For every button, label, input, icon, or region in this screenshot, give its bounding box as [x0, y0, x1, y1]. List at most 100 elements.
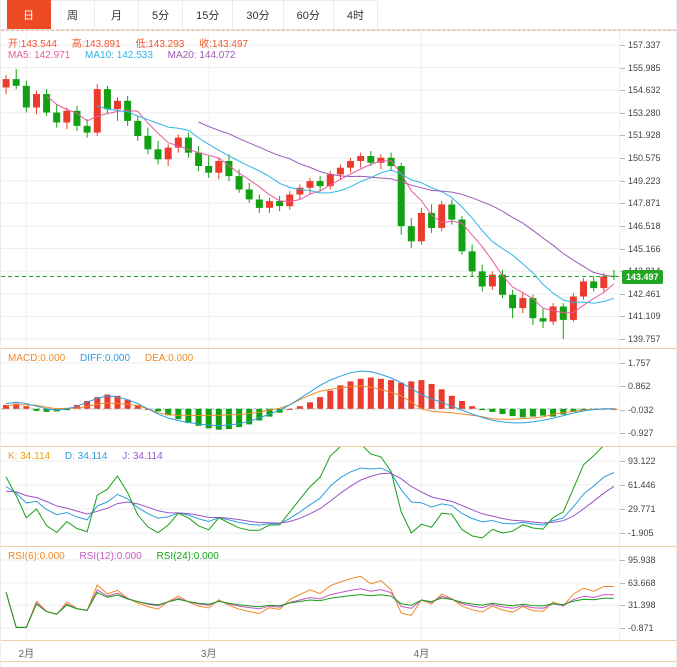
tab-30分[interactable]: 30分	[233, 0, 284, 29]
rsi12-line	[5, 588, 614, 628]
axis-tick-mark	[620, 248, 625, 250]
k-line	[5, 467, 615, 526]
axis-tick-mark	[620, 293, 625, 295]
grid-lines	[1, 31, 619, 348]
j-line	[5, 447, 603, 539]
tab-15分[interactable]: 15分	[183, 0, 234, 29]
diff-line	[6, 370, 614, 427]
toolbar-tabs: 日周月 5分 15分 30分 60分 4时	[7, 0, 378, 29]
macd-histogram	[3, 377, 617, 430]
axis-tick-mark	[620, 45, 625, 46]
ohlc-low: 低:143.293	[135, 39, 185, 50]
axis-tick-label: -0.871	[628, 623, 654, 633]
axis-tick-label: 157.337	[628, 40, 661, 50]
toolbar: 日周月 5分 15分 30分 60分 4时	[1, 0, 676, 30]
axis-tick-label: 149.223	[628, 175, 661, 186]
axis-tick-label: 1.757	[628, 358, 651, 368]
axis-tick-mark	[620, 203, 625, 205]
kdj-svg	[1, 447, 619, 546]
tab-60分[interactable]: 60分	[283, 0, 334, 29]
axis-tick-label: 93.122	[628, 456, 656, 466]
axis-tick-mark	[620, 316, 625, 318]
axis-tick-mark	[620, 180, 625, 182]
axis-tick-label: -0.927	[628, 428, 654, 438]
rsi6-label: RSI(6):0.000	[8, 551, 65, 562]
axis-tick-label: 153.280	[628, 107, 661, 118]
ma-row: MA5: 142.971 MA10: 142.533 MA20: 144.072	[8, 50, 247, 61]
month-label: 3月	[200, 649, 217, 660]
axis-tick-label: 147.871	[628, 198, 661, 209]
axis-tick-label: 151.928	[628, 130, 661, 141]
axis-tick-label: 154.632	[628, 85, 661, 96]
rsi12-label: RSI(12):0.000	[79, 551, 142, 562]
grid-lines	[1, 349, 619, 446]
d-label: D: 34.114	[64, 451, 108, 462]
ma20-label: MA20: 144.072	[167, 50, 236, 61]
axis-tick-mark	[620, 90, 625, 92]
candlestick-svg	[1, 31, 619, 348]
ma5-line	[46, 95, 615, 314]
axis-tick-mark	[620, 135, 625, 137]
rsi-svg	[1, 547, 619, 640]
ma20-line	[198, 121, 615, 278]
ma10-line	[97, 105, 615, 304]
rsi-plot[interactable]	[1, 547, 619, 640]
rsi6-line	[5, 575, 614, 628]
d-line	[6, 472, 615, 524]
axis-tick-mark	[620, 386, 625, 388]
kdj-row: K: 34.114 D: 34.114 J: 34.114	[8, 451, 175, 462]
macd-axis: 1.757 0.862 -0.032 -0.927	[619, 349, 676, 446]
x-axis-months: 2月 3月 4月	[1, 640, 676, 662]
tab-日[interactable]: 日	[7, 0, 51, 29]
axis-tick-label: 142.461	[628, 288, 661, 299]
main-chart-panel: 143.497 157.337 155.985 154.632 153.280 151.…	[1, 30, 676, 348]
axis-tick-label: 139.757	[628, 334, 661, 344]
axis-tick-mark	[620, 582, 625, 584]
axis-tick-mark	[620, 560, 625, 561]
tab-周[interactable]: 周	[51, 0, 95, 29]
ohlc-open: 开:143.544	[8, 39, 57, 50]
axis-tick-mark	[620, 225, 625, 227]
diff-label: DIFF:0.000	[80, 353, 131, 364]
ma10-label: MA10: 142.533	[85, 50, 153, 61]
axis-tick-mark	[620, 508, 625, 510]
dea-label: DEA:0.000	[144, 353, 194, 364]
axis-tick-label: 0.862	[628, 381, 651, 392]
tab-5分[interactable]: 5分	[139, 0, 184, 29]
kdj-axis: 93.122 61.446 29.771 -1.905	[619, 447, 676, 546]
tab-月[interactable]: 月	[95, 0, 139, 29]
rsi24-label: RSI(24):0.000	[156, 551, 219, 562]
current-price-badge: 143.497	[622, 269, 663, 284]
axis-tick-mark	[620, 158, 625, 160]
axis-tick-label: -0.032	[628, 404, 654, 415]
j-label: J: 34.114	[122, 451, 163, 462]
axis-tick-label: 145.166	[628, 243, 661, 254]
ohlc-close: 收:143.497	[199, 39, 249, 50]
tab-4时[interactable]: 4时	[333, 0, 378, 29]
axis-tick-mark	[620, 461, 625, 462]
axis-tick-label: 95.938	[628, 555, 656, 565]
macd-plot[interactable]	[1, 349, 619, 446]
rsi-row: RSI(6):0.000 RSI(12):0.000 RSI(24):0.000	[8, 551, 231, 562]
axis-tick-label: 155.985	[628, 62, 661, 73]
dea-line	[6, 385, 614, 420]
macd-label: MACD:0.000	[8, 353, 66, 364]
axis-tick-mark	[620, 363, 625, 364]
axis-tick-label: 61.446	[628, 480, 656, 490]
axis-tick-mark	[620, 605, 625, 607]
macd-svg	[1, 349, 619, 446]
month-label: 2月	[18, 649, 35, 660]
rsi24-line	[5, 591, 614, 628]
macd-panel: 1.757 0.862 -0.032 -0.927 MACD:0.000 DIFF:0…	[1, 348, 676, 446]
rsi-panel: 95.938 63.668 31.398 -0.871 RSI(6):0.000 RS…	[1, 546, 676, 640]
main-price-axis: 143.497 157.337 155.985 154.632 153.280 151.…	[619, 31, 676, 348]
grid-lines	[1, 547, 619, 640]
rsi-axis: 95.938 63.668 31.398 -0.871	[619, 547, 676, 640]
kdj-plot[interactable]	[1, 447, 619, 546]
kdj-panel: 93.122 61.446 29.771 -1.905 K: 34.114 D: 34…	[1, 446, 676, 546]
ohlc-row: 开:143.544 高:143.891 低:143.293 收:143.497	[8, 35, 260, 50]
axis-tick-label: 150.575	[628, 153, 661, 164]
main-chart-plot[interactable]	[1, 31, 619, 348]
axis-tick-label: 141.109	[628, 311, 661, 322]
